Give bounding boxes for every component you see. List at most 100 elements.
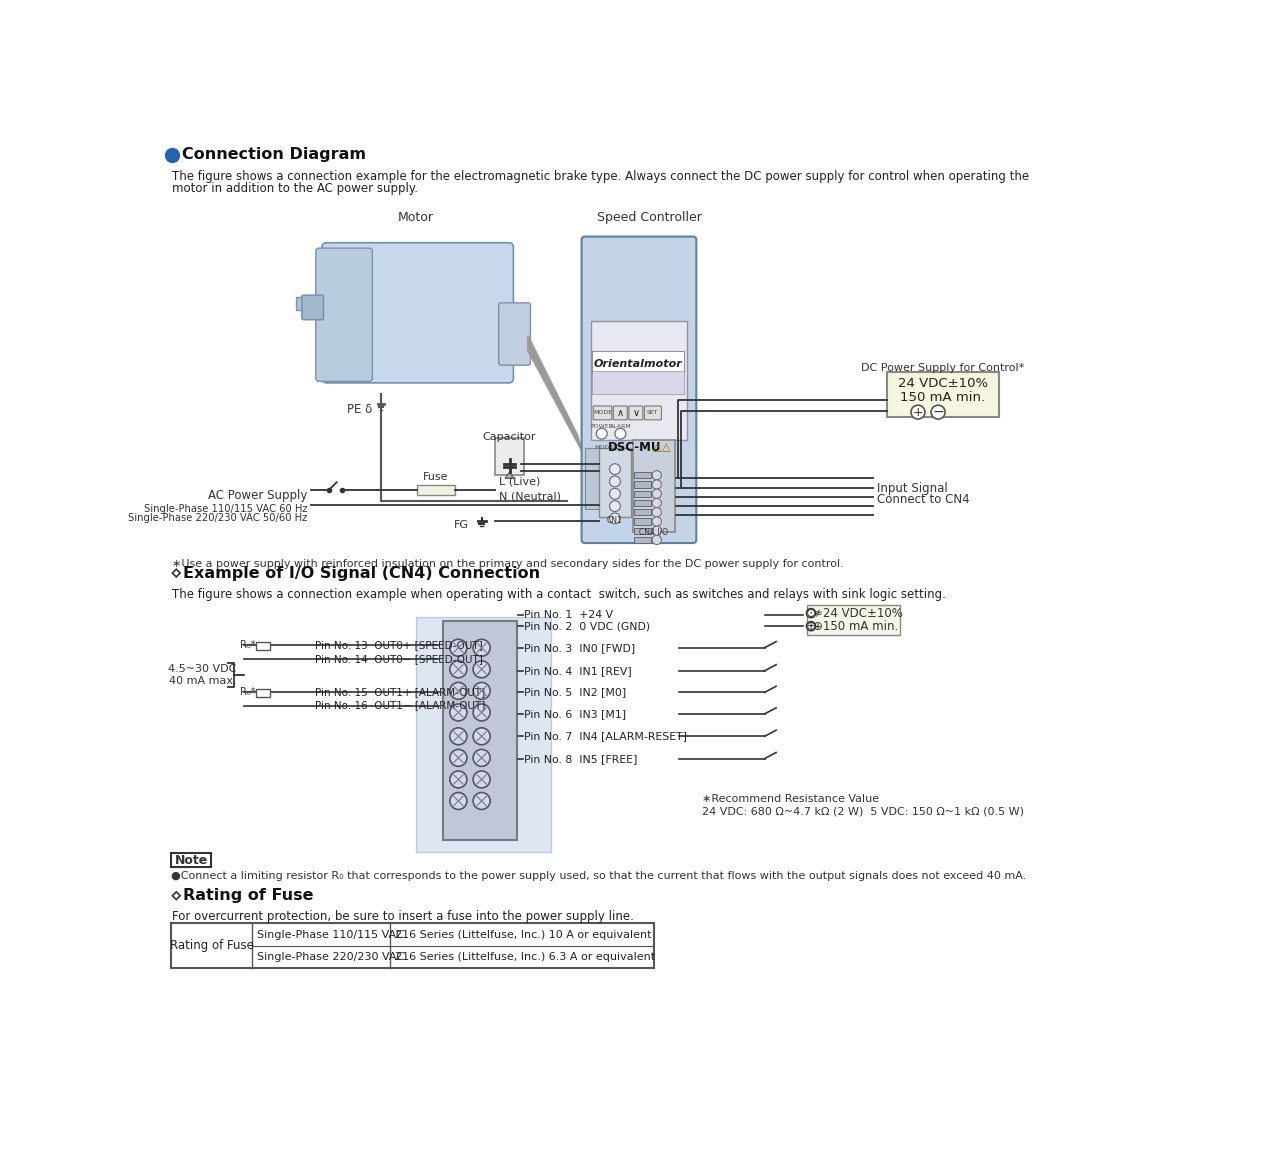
FancyBboxPatch shape <box>628 406 643 420</box>
Text: Single-Phase 220/230 VAC: Single-Phase 220/230 VAC <box>257 951 404 962</box>
Bar <box>417 485 454 495</box>
Circle shape <box>652 471 662 480</box>
Text: R₀*: R₀* <box>239 687 255 698</box>
Bar <box>808 606 900 635</box>
Text: Note: Note <box>174 854 207 866</box>
Circle shape <box>449 792 467 809</box>
FancyBboxPatch shape <box>499 302 530 365</box>
Circle shape <box>449 683 467 699</box>
Circle shape <box>596 428 607 440</box>
Text: Single-Phase 110/115 VAC: Single-Phase 110/115 VAC <box>257 929 403 940</box>
Text: △: △ <box>662 442 671 451</box>
Polygon shape <box>173 892 180 899</box>
Text: ∗Recommend Resistance Value: ∗Recommend Resistance Value <box>703 794 879 804</box>
Circle shape <box>652 499 662 507</box>
Bar <box>635 500 652 506</box>
Circle shape <box>474 792 490 809</box>
Circle shape <box>449 749 467 766</box>
Bar <box>635 509 652 515</box>
Text: MODE: MODE <box>593 411 612 415</box>
Text: L (Live): L (Live) <box>499 477 541 487</box>
Text: Pin No. 1  +24 V: Pin No. 1 +24 V <box>525 611 613 620</box>
Circle shape <box>652 535 662 544</box>
Text: SET: SET <box>648 411 659 415</box>
Circle shape <box>474 771 490 787</box>
Text: ●Connect a limiting resistor R₀ that corresponds to the power supply used, so th: ●Connect a limiting resistor R₀ that cor… <box>170 871 1027 882</box>
Text: Single-Phase 110/115 VAC 60 Hz: Single-Phase 110/115 VAC 60 Hz <box>143 504 307 514</box>
Circle shape <box>652 516 662 526</box>
Text: Pin No. 8  IN5 [FREE]: Pin No. 8 IN5 [FREE] <box>525 754 637 764</box>
Circle shape <box>474 683 490 699</box>
Text: Pin No. 7  IN4 [ALARM-RESET]: Pin No. 7 IN4 [ALARM-RESET] <box>525 732 687 741</box>
Text: 216 Series (Littelfuse, Inc.) 6.3 A or equivalent: 216 Series (Littelfuse, Inc.) 6.3 A or e… <box>394 951 655 962</box>
Circle shape <box>806 608 815 618</box>
Text: Pin No. 2  0 VDC (GND): Pin No. 2 0 VDC (GND) <box>525 621 650 632</box>
Circle shape <box>931 405 945 419</box>
Bar <box>591 321 687 440</box>
Text: ≉24 VDC±10%: ≉24 VDC±10% <box>813 607 902 620</box>
Text: Capacitor: Capacitor <box>483 433 535 442</box>
Text: Pin No. 16  OUT1− [ALARM-OUT]: Pin No. 16 OUT1− [ALARM-OUT] <box>315 700 485 711</box>
Text: ⊕: ⊕ <box>805 620 817 633</box>
Text: Speed Controller: Speed Controller <box>598 212 703 224</box>
FancyBboxPatch shape <box>613 406 627 420</box>
Text: Input Signal: Input Signal <box>877 481 947 495</box>
Circle shape <box>911 405 925 419</box>
Bar <box>593 351 684 374</box>
Text: AC Power Supply: AC Power Supply <box>207 488 307 501</box>
Circle shape <box>474 640 490 656</box>
Bar <box>256 690 270 697</box>
Circle shape <box>614 428 626 440</box>
Text: ∧: ∧ <box>617 408 623 418</box>
Circle shape <box>449 640 467 656</box>
Text: motor in addition to the AC power supply.: motor in addition to the AC power supply… <box>173 181 419 195</box>
Bar <box>256 642 270 650</box>
Circle shape <box>474 661 490 678</box>
Text: The figure shows a connection example for the electromagnetic brake type. Always: The figure shows a connection example fo… <box>173 170 1029 184</box>
Text: Motor: Motor <box>398 212 434 224</box>
Text: ⊙: ⊙ <box>805 607 817 620</box>
FancyBboxPatch shape <box>644 406 662 420</box>
FancyBboxPatch shape <box>316 248 372 381</box>
Text: Pin No. 14  OUT0− [SPEED-OUT]: Pin No. 14 OUT0− [SPEED-OUT] <box>315 655 483 664</box>
Text: Fuse: Fuse <box>422 472 448 483</box>
Bar <box>632 440 676 533</box>
Text: N (Neutral): N (Neutral) <box>499 492 562 501</box>
Text: ∗Use a power supply with reinforced insulation on the primary and secondary side: ∗Use a power supply with reinforced insu… <box>173 559 844 569</box>
Polygon shape <box>173 569 180 577</box>
Text: FG: FG <box>453 520 468 529</box>
FancyBboxPatch shape <box>302 295 324 320</box>
Circle shape <box>449 661 467 678</box>
Circle shape <box>449 728 467 744</box>
Text: CN1: CN1 <box>607 516 623 526</box>
Text: △: △ <box>653 442 662 451</box>
Bar <box>443 621 517 840</box>
Bar <box>635 491 652 497</box>
Text: Rating of Fuse: Rating of Fuse <box>169 940 253 952</box>
Text: For overcurrent protection, be sure to insert a fuse into the power supply line.: For overcurrent protection, be sure to i… <box>173 911 635 923</box>
Text: Pin No. 15  OUT1+ [ALARM-OUT]: Pin No. 15 OUT1+ [ALARM-OUT] <box>315 687 485 698</box>
Text: 24 VDC: 680 Ω~4.7 kΩ (2 W)  5 VDC: 150 Ω~1 kΩ (0.5 W): 24 VDC: 680 Ω~4.7 kΩ (2 W) 5 VDC: 150 Ω~… <box>703 806 1024 816</box>
Text: Pin No. 3  IN0 [FWD]: Pin No. 3 IN0 [FWD] <box>525 643 635 652</box>
Text: MODEL: MODEL <box>594 445 617 450</box>
Text: CN4 I/O: CN4 I/O <box>639 528 668 537</box>
Text: Rating of Fuse: Rating of Fuse <box>183 889 314 904</box>
Bar <box>495 437 525 475</box>
FancyBboxPatch shape <box>323 243 513 383</box>
Text: 24 VDC±10%: 24 VDC±10% <box>897 377 988 390</box>
Circle shape <box>652 507 662 516</box>
Bar <box>887 372 998 416</box>
Text: Connection Diagram: Connection Diagram <box>182 148 366 163</box>
Bar <box>416 616 552 851</box>
Text: 150 mA min.: 150 mA min. <box>900 391 986 404</box>
Text: DC Power Supply for Control*: DC Power Supply for Control* <box>861 363 1024 373</box>
Text: The figure shows a connection example when operating with a contact  switch, suc: The figure shows a connection example wh… <box>173 587 946 601</box>
Text: Pin No. 6  IN3 [M1]: Pin No. 6 IN3 [M1] <box>525 709 626 719</box>
Bar <box>635 472 652 478</box>
Circle shape <box>609 501 621 512</box>
Circle shape <box>652 526 662 535</box>
Bar <box>170 854 211 868</box>
Bar <box>635 537 652 543</box>
Circle shape <box>806 621 815 630</box>
Text: ALARM: ALARM <box>609 423 631 428</box>
